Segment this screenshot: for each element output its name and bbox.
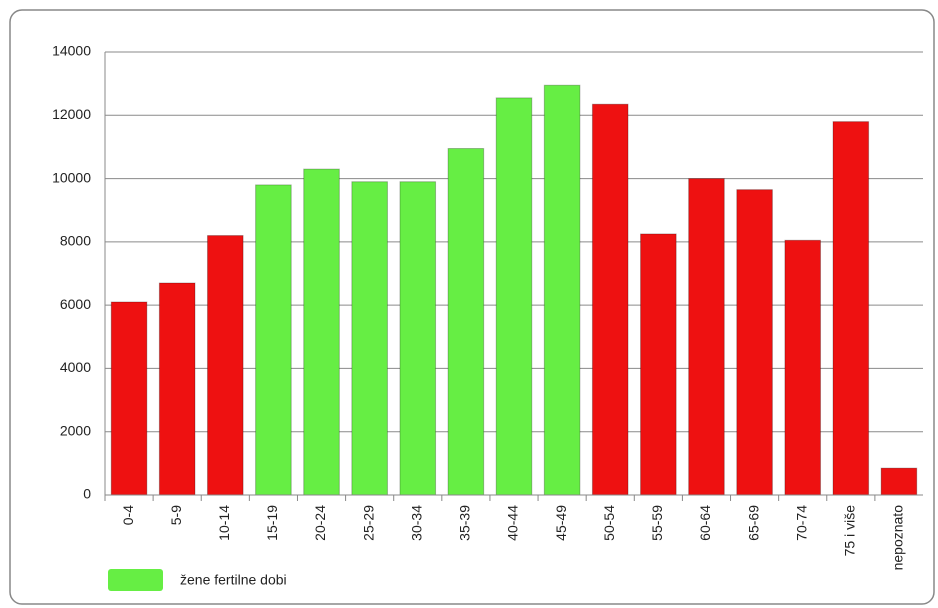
legend-swatch: [108, 569, 163, 591]
page: žene fertilne dobi 0 2000 4000 6000 8000 1000…: [0, 0, 938, 608]
x-tick-label: 55-59: [649, 505, 665, 541]
x-tick-label: 75 i više: [842, 505, 858, 557]
x-tick-label: 65-69: [745, 505, 761, 541]
x-tick-label: 20-24: [312, 505, 328, 541]
x-tick-label: 40-44: [505, 505, 521, 541]
y-tick-label: 14000: [52, 43, 91, 59]
bar: [737, 190, 773, 495]
bar: [207, 236, 243, 495]
y-tick-label: 6000: [60, 296, 91, 312]
y-tick-label: 12000: [52, 106, 91, 122]
y-tick-label: 4000: [60, 359, 91, 375]
x-tick-label: nepoznato: [890, 505, 906, 571]
bar: [304, 169, 340, 495]
bar: [785, 240, 821, 495]
bar: [111, 302, 147, 495]
y-tick-label: 0: [83, 486, 91, 502]
bar: [496, 98, 532, 495]
x-tick-label: 0-4: [120, 505, 136, 525]
x-tick-label: 50-54: [601, 505, 617, 541]
y-tick-label: 8000: [60, 233, 91, 249]
bar: [448, 149, 484, 495]
bar: [592, 104, 628, 495]
bar: [400, 182, 436, 495]
x-tick-label: 45-49: [553, 505, 569, 541]
bar: [544, 85, 580, 495]
chart: žene fertilne dobi 0 2000 4000 6000 8000 1000…: [0, 0, 938, 608]
x-tick-label: 5-9: [168, 505, 184, 525]
bar: [641, 234, 677, 495]
bar: [833, 122, 869, 495]
bar: [881, 468, 917, 495]
x-tick-label: 35-39: [457, 505, 473, 541]
y-tick-label: 2000: [60, 422, 91, 438]
x-tick-label: 70-74: [793, 505, 809, 541]
x-tick-label: 30-34: [408, 505, 424, 541]
x-tick-label: 25-29: [360, 505, 376, 541]
bar: [689, 179, 725, 495]
bar: [159, 283, 195, 495]
x-tick-label: 10-14: [216, 505, 232, 541]
x-tick-label: 15-19: [264, 505, 280, 541]
bar: [256, 185, 292, 495]
bar: [352, 182, 388, 495]
x-tick-label: 60-64: [697, 505, 713, 541]
legend-label: žene fertilne dobi: [180, 572, 287, 588]
y-tick-label: 10000: [52, 169, 91, 185]
